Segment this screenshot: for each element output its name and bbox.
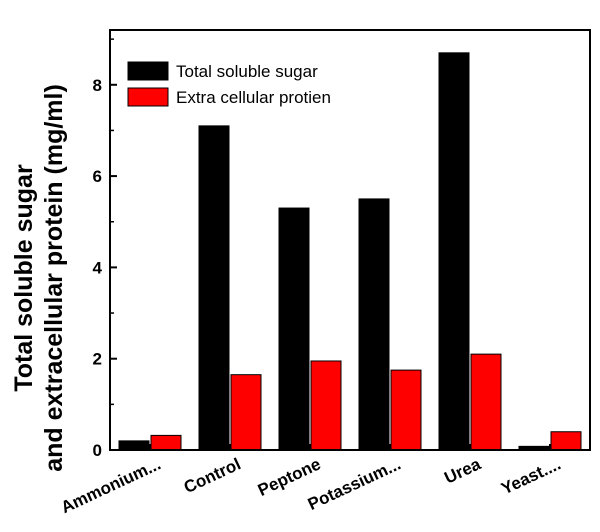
x-tick-label: Yeast.... [498,454,563,498]
bar-extra-cellular-protein [230,374,262,451]
bar-extra-cellular-protein [390,369,422,451]
legend-swatch [127,87,169,107]
y-tick-label: 2 [93,350,102,369]
bar-total-soluble-sugar [278,207,310,451]
x-tick-label: Ammonium... [58,454,164,517]
y-tick-label: 4 [93,258,103,277]
x-tick-label: Urea [441,454,484,487]
y-tick-label: 0 [93,441,102,460]
bar-extra-cellular-protein [550,431,582,451]
legend-swatch [127,61,169,81]
bar-total-soluble-sugar [358,198,390,451]
bars-layer [118,52,582,451]
legend-label: Extra cellular protien [176,88,331,107]
bar-extra-cellular-protein [310,360,342,451]
bar-total-soluble-sugar [118,440,150,451]
y-axis-ticks: 0 2 4 6 8 [93,38,117,460]
legend-label: Total soluble sugar [176,62,318,81]
y-axis-label-line-2: and extracellular protein (mg/ml) [40,84,68,472]
plot-frame [109,29,591,451]
bar-total-soluble-sugar [198,125,230,451]
y-axis-label-line-1: Total soluble sugar [10,164,38,392]
y-axis-label: Total soluble sugar and extracellular pr… [10,84,68,472]
y-tick-label: 6 [93,167,102,186]
bar-extra-cellular-protein [150,434,182,451]
bar-extra-cellular-protein [470,353,502,451]
legend: Total soluble sugar Extra cellular protie… [127,61,331,107]
bar-total-soluble-sugar [438,52,470,451]
y-tick-label: 8 [93,76,102,95]
x-tick-label: Control [181,454,244,497]
